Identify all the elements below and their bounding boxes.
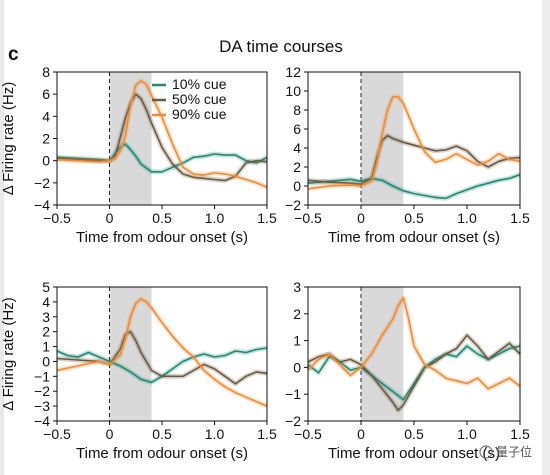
watermark-text: 量子位 [496,444,532,459]
y-tick-label: 1 [42,339,50,355]
y-tick-label: 5 [42,279,50,295]
right-margin-strip [542,0,550,475]
x-tick-label: 1.0 [457,210,477,226]
x-tick-label: 1.5 [257,426,277,442]
x-tick-label: 1.5 [510,426,530,442]
series-line-50pct-cue [56,93,268,182]
x-tick-label: 1.0 [205,210,225,226]
x-tick-label: 0.5 [152,426,172,442]
x-tick-label: 0 [357,210,365,226]
y-tick-label: 2 [293,306,301,322]
y-tick-label: −4 [34,197,50,213]
y-tick-label: 6 [42,86,50,102]
legend-entry: 10% cue [172,76,227,92]
series-band-50pct [56,91,268,184]
y-tick-label: 2 [42,324,50,340]
y-tick-label: 3 [293,279,301,295]
watermark: 量子位 [479,444,532,459]
x-tick-label: 0 [106,426,114,442]
left-margin-strip [0,0,4,475]
x-axis-label: Time from odour onset (s) [328,445,500,462]
y-tick-label: 2 [42,131,50,147]
chart-panel-top-right: −0.5 0 0.5 1.0 1.5 −2 0 2 4 6 8 10 12 Time from odour… [285,64,530,246]
x-tick-label: 1.0 [205,426,225,442]
x-tick-label: 1.0 [457,426,477,442]
y-tick-label: 10 [285,83,301,99]
y-tick-label: −1 [285,386,301,402]
series-line-10pct-cue [307,173,521,200]
legend-entry: 90% cue [172,106,227,122]
figure-title: DA time courses [219,37,343,56]
y-tick-label: 0 [293,359,301,375]
series-line-90pct-cue [307,296,521,390]
x-tick-label: 1.5 [510,210,530,226]
x-tick-label: 0.5 [404,426,424,442]
chart-panel-bottom-right: −0.5 0 0.5 1.0 1.5 −2 −1 0 1 2 3 Time from odour on… [285,279,530,462]
series-line-50pct-cue [307,134,521,185]
x-tick-label: 0.5 [404,210,424,226]
series-line-90pct-cue [56,80,268,189]
y-tick-label: 8 [293,102,301,118]
series-line-10pct-cue [307,345,521,401]
series-line-10pct-cue [56,143,268,173]
y-tick-label: −1 [34,368,50,384]
y-tick-label: 4 [42,294,50,310]
y-tick-label: 0 [293,178,301,194]
y-tick-label: −4 [34,413,50,429]
y-tick-label: 0 [42,153,50,169]
x-tick-label: 0.5 [152,210,172,226]
y-tick-label: 4 [42,108,50,124]
y-tick-label: −2 [285,197,301,213]
y-tick-label: 6 [293,121,301,137]
series-line-50pct-cue [56,330,268,385]
y-tick-label: 8 [42,64,50,80]
chart-panel-top-left: −0.5 0 0.5 1.0 1.5 −4 −2 0 2 4 6 8 Time from odour o… [0,64,277,246]
x-tick-label: −0.5 [294,210,322,226]
x-tick-label: −0.5 [294,426,322,442]
y-tick-label: −2 [285,413,301,429]
series-line-50pct-cue [307,334,521,412]
y-tick-label: −2 [34,175,50,191]
y-tick-label: −3 [34,398,50,414]
y-axis-label: Δ Firing rate (Hz) [0,82,17,195]
y-tick-label: 12 [285,64,301,80]
y-tick-label: −2 [34,383,50,399]
series-line-90pct-cue [56,298,268,407]
y-tick-label: 1 [293,333,301,349]
x-axis-label: Time from odour onset (s) [76,445,248,462]
series-line-90pct-cue [307,95,521,190]
plot-frame [307,286,521,422]
x-tick-label: −0.5 [43,426,71,442]
x-axis-label: Time from odour onset (s) [76,229,248,246]
x-tick-label: 1.5 [257,210,277,226]
y-axis-label: Δ Firing rate (Hz) [0,297,17,410]
x-tick-label: −0.5 [43,210,71,226]
watermark-icon [479,445,493,459]
x-tick-label: 0 [357,426,365,442]
legend-entry: 50% cue [172,91,227,107]
y-tick-label: 4 [293,140,301,156]
x-tick-label: 0 [106,210,114,226]
x-axis-label: Time from odour onset (s) [328,229,500,246]
shaded-odour-window [109,72,152,205]
panels-group: −0.5 0 0.5 1.0 1.5 −4 −2 0 2 4 6 8 Time from odour o… [0,64,530,462]
y-tick-label: 0 [42,353,50,369]
y-tick-label: 3 [42,309,50,325]
y-tick-label: 2 [293,159,301,175]
series-band-10pct [306,343,521,403]
panel-letter: c [8,44,19,65]
plot-frame [56,71,268,206]
